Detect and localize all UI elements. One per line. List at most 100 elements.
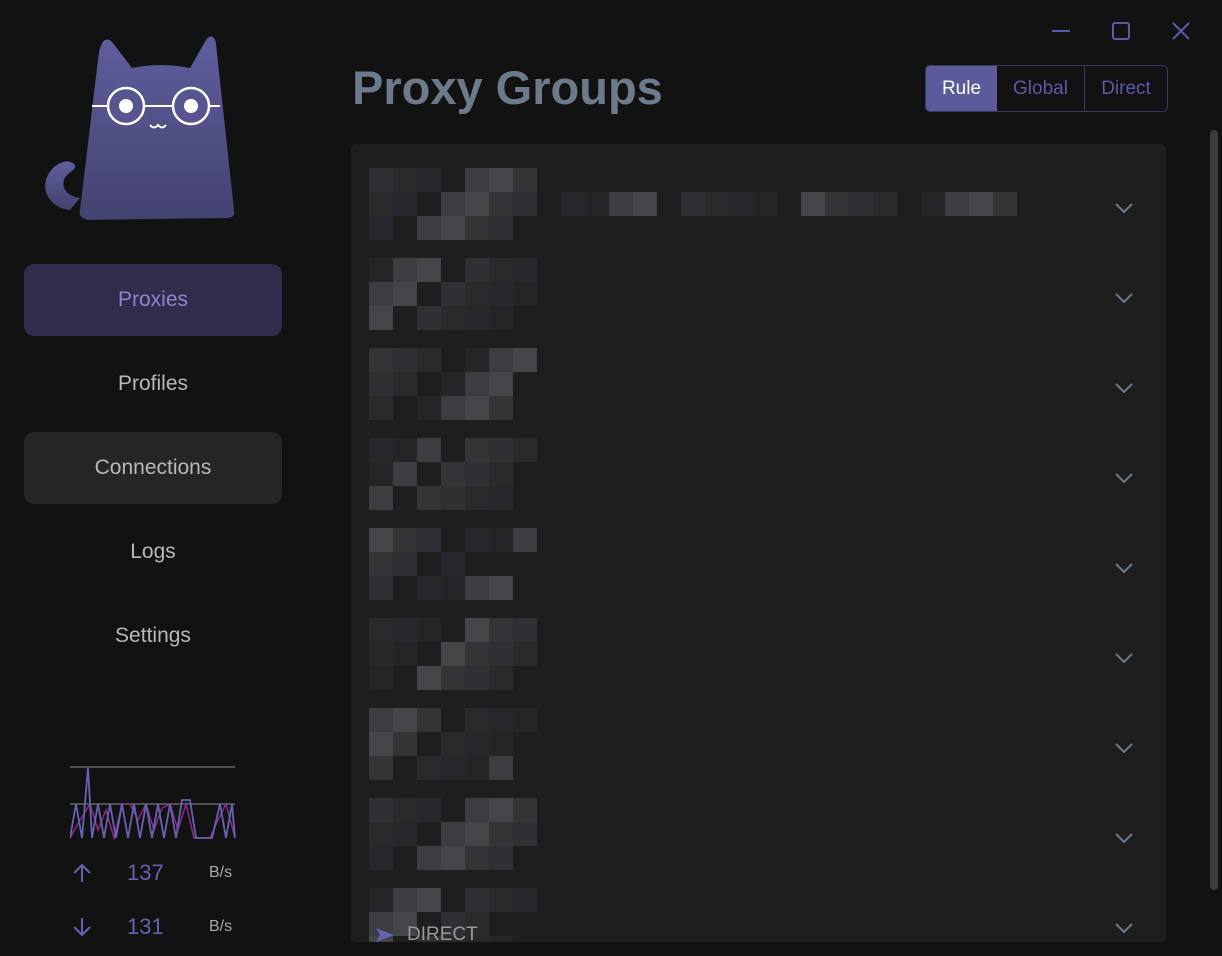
chevron-down-icon[interactable] [1114, 202, 1134, 214]
obscured-content [369, 528, 393, 552]
obscured-content [393, 912, 417, 936]
obscured-content [513, 282, 537, 306]
proxy-group-row[interactable] [351, 246, 1166, 336]
app-logo-cat [45, 36, 235, 220]
obscured-content [465, 888, 489, 912]
obscured-content [417, 756, 441, 780]
obscured-content [633, 192, 657, 216]
download-speed: 131 B/s [70, 912, 240, 942]
obscured-content [393, 528, 417, 552]
obscured-content [489, 936, 513, 942]
obscured-content [417, 306, 441, 330]
chevron-down-icon[interactable] [1114, 472, 1134, 484]
obscured-content [489, 216, 513, 240]
sidebar-item-proxies[interactable]: Proxies [24, 264, 282, 336]
obscured-content [489, 438, 513, 462]
obscured-content [369, 192, 393, 216]
obscured-content [993, 192, 1017, 216]
obscured-content [441, 732, 465, 756]
mode-rule-button[interactable]: Rule [926, 66, 997, 111]
obscured-content [489, 822, 513, 846]
sidebar-item-profiles[interactable]: Profiles [24, 348, 282, 420]
proxy-group-row[interactable] [351, 516, 1166, 606]
obscured-content [393, 462, 417, 486]
obscured-content [417, 708, 441, 732]
sidebar-item-label: Proxies [117, 288, 189, 311]
obscured-content [465, 348, 489, 372]
proxy-group-row[interactable] [351, 426, 1166, 516]
upload-unit: B/s [209, 864, 233, 881]
obscured-content [873, 192, 897, 216]
obscured-content [825, 192, 849, 216]
mode-direct-button[interactable]: Direct [1084, 66, 1167, 111]
obscured-content [465, 192, 489, 216]
obscured-content [417, 258, 441, 282]
sidebar-item-label: Connections [94, 456, 212, 479]
arrow-up-icon [73, 863, 91, 882]
proxy-group-row[interactable] [351, 606, 1166, 696]
obscured-content [513, 618, 537, 642]
chevron-down-icon[interactable] [1114, 922, 1134, 934]
proxy-item-direct[interactable]: DIRECT [375, 924, 478, 942]
obscured-content [513, 168, 537, 192]
mode-selector: Rule Global Direct [925, 65, 1168, 112]
obscured-content [441, 396, 465, 420]
mode-global-button[interactable]: Global [1013, 77, 1068, 99]
minimize-icon[interactable] [1048, 18, 1074, 44]
obscured-content [417, 618, 441, 642]
obscured-content [513, 642, 537, 666]
proxy-group-row[interactable] [351, 156, 1166, 246]
obscured-content [489, 372, 513, 396]
sidebar-item-settings[interactable]: Settings [24, 600, 282, 672]
proxy-group-row[interactable] [351, 876, 1166, 942]
chevron-down-icon[interactable] [1114, 382, 1134, 394]
obscured-content [681, 192, 705, 216]
proxy-group-row[interactable] [351, 786, 1166, 876]
sidebar: Proxies Profiles Connections Logs Settin… [0, 0, 306, 956]
obscured-content [369, 732, 393, 756]
obscured-content [489, 708, 513, 732]
upload-line [70, 767, 236, 839]
obscured-content [417, 348, 441, 372]
obscured-content [369, 756, 393, 780]
sidebar-item-logs[interactable]: Logs [24, 516, 282, 588]
obscured-content [465, 282, 489, 306]
page-title: Proxy Groups [352, 61, 663, 114]
sidebar-item-connections[interactable]: Connections [24, 432, 282, 504]
obscured-content [369, 618, 393, 642]
obscured-content [489, 462, 513, 486]
proxy-group-row[interactable] [351, 336, 1166, 426]
close-icon[interactable] [1168, 18, 1194, 44]
maximize-icon[interactable] [1108, 18, 1134, 44]
obscured-content [609, 192, 633, 216]
chevron-down-icon[interactable] [1114, 562, 1134, 574]
obscured-content [441, 846, 465, 870]
obscured-content [465, 936, 489, 942]
obscured-content [417, 168, 441, 192]
obscured-content [465, 372, 489, 396]
traffic-graph [70, 766, 236, 841]
obscured-content [489, 846, 513, 870]
obscured-content [393, 642, 417, 666]
obscured-content [417, 846, 441, 870]
download-value: 131 [127, 914, 164, 939]
obscured-content [465, 306, 489, 330]
obscured-content [513, 438, 537, 462]
obscured-content [465, 438, 489, 462]
chevron-down-icon[interactable] [1114, 652, 1134, 664]
obscured-content [561, 192, 585, 216]
chevron-down-icon[interactable] [1114, 832, 1134, 844]
obscured-content [369, 258, 393, 282]
chevron-down-icon[interactable] [1114, 742, 1134, 754]
obscured-content [417, 438, 441, 462]
obscured-content [489, 306, 513, 330]
obscured-content [489, 576, 513, 600]
obscured-content [393, 282, 417, 306]
obscured-content [417, 486, 441, 510]
obscured-content [369, 666, 393, 690]
chevron-down-icon[interactable] [1114, 292, 1134, 304]
obscured-content [441, 936, 465, 942]
proxy-group-row[interactable] [351, 696, 1166, 786]
scrollbar[interactable] [1210, 130, 1218, 890]
obscured-content [369, 282, 393, 306]
